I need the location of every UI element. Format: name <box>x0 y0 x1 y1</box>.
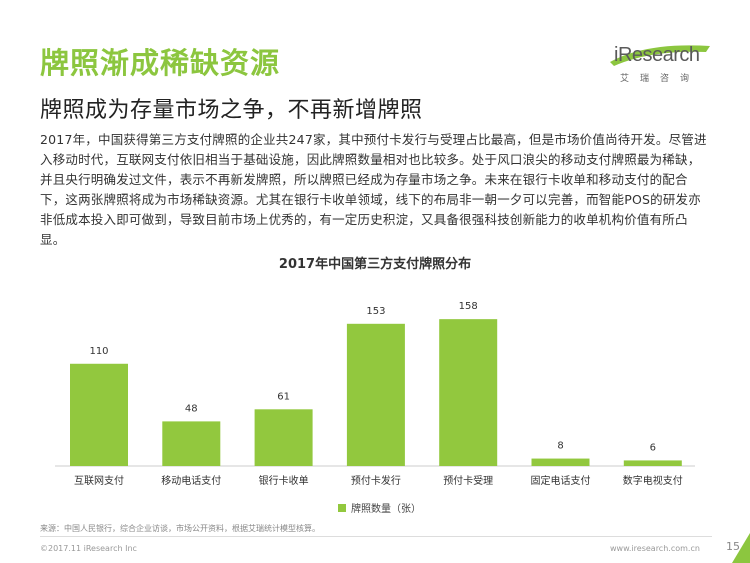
slide-subtitle: 牌照成为存量市场之争，不再新增牌照 <box>40 98 423 123</box>
slide-title: 牌照渐成稀缺资源 <box>40 46 281 80</box>
data-label: 8 <box>557 441 563 452</box>
data-label: 158 <box>459 301 478 312</box>
x-tick-label: 数字电视支付 <box>623 474 683 487</box>
bar <box>254 409 313 466</box>
logo-brand: iResearch <box>614 44 700 66</box>
data-label: 6 <box>650 442 656 453</box>
copyright: ©2017.11 iResearch Inc <box>40 544 137 553</box>
data-label: 153 <box>366 306 385 317</box>
x-tick-label: 预付卡发行 <box>351 474 401 487</box>
bar <box>439 319 498 466</box>
x-tick-label: 固定电话支付 <box>531 474 591 487</box>
corner-decoration <box>732 533 750 563</box>
bar <box>531 458 590 466</box>
logo-swoosh-icon <box>610 45 710 66</box>
body-paragraph: 2017年，中国获得第三方支付牌照的企业共247家，其中预付卡发行与受理占比最高… <box>40 132 707 247</box>
logo-tagline: 艾瑞咨询 <box>620 74 701 84</box>
data-label: 48 <box>185 403 198 414</box>
legend-swatch <box>338 503 346 512</box>
x-tick-label: 移动电话支付 <box>161 474 221 487</box>
bar <box>623 460 682 466</box>
chart-title: 2017年中国第三方支付牌照分布 <box>278 257 472 272</box>
legend-label: 牌照数量（张） <box>351 504 421 515</box>
data-label: 61 <box>277 391 290 402</box>
x-tick-label: 互联网支付 <box>74 474 124 487</box>
bar <box>70 363 128 466</box>
bar-chart: 110 互联网支付 48 移动电话支付 61 银行卡收单 153 预付卡发行 158 预付卡受理 8… <box>55 301 695 487</box>
x-tick-label: 银行卡收单 <box>259 474 309 487</box>
footer-divider <box>40 536 712 537</box>
bar <box>346 323 405 466</box>
website-url: www.iresearch.com.cn <box>610 544 700 553</box>
chart-legend: 牌照数量（张） <box>338 500 421 515</box>
source-note: 来源：中国人民银行，综合企业访谈，市场公开资料，根据艾瑞统计模型核算。 <box>40 524 320 533</box>
iresearch-logo: iResearch 艾瑞咨询 <box>606 40 716 88</box>
bar <box>162 421 221 466</box>
x-tick-label: 预付卡受理 <box>443 474 493 487</box>
data-label: 110 <box>89 346 108 357</box>
